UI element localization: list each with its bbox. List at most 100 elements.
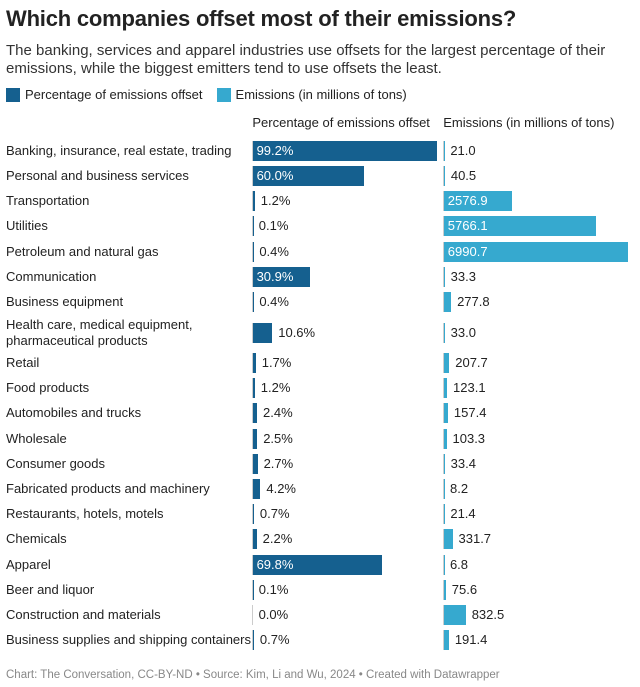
- row: Business equipment 0.4% 277.8: [6, 289, 634, 314]
- value-label: 0.7%: [259, 632, 290, 648]
- category-label: Communication: [6, 268, 97, 284]
- bar-cell: 331.7: [442, 529, 626, 550]
- bar-cell: 60.0%: [251, 165, 435, 186]
- bar: [443, 579, 446, 600]
- legend-swatch: [216, 87, 231, 102]
- value-label: 0.7%: [259, 506, 290, 522]
- column-header: Emissions (in millions of tons): [443, 115, 615, 131]
- bar-cell: 4.2%: [251, 479, 435, 500]
- rows: Banking, insurance, real estate, trading…: [6, 138, 634, 653]
- bar-cell: 2.5%: [251, 428, 435, 449]
- category-label: Apparel: [6, 556, 51, 572]
- category-label: Business supplies and shipping container…: [6, 632, 251, 648]
- bar-cell: 69.8%: [251, 554, 435, 575]
- value-label: 0.4%: [259, 293, 289, 309]
- category-label: Petroleum and natural gas: [6, 243, 159, 259]
- category-label: Consumer goods: [6, 455, 105, 471]
- bar-cell: 0.7%: [251, 504, 435, 525]
- row: Apparel 69.8% 6.8: [6, 552, 634, 577]
- row: Retail 1.7% 207.7: [6, 351, 634, 376]
- value-label: 0.4%: [259, 243, 289, 259]
- bar-cell: 191.4: [442, 630, 626, 651]
- subtitle: The banking, services and apparel indust…: [6, 42, 606, 77]
- bar-cell: 10.6%: [251, 322, 435, 343]
- value-label: 832.5: [471, 606, 505, 622]
- category-label: Banking, insurance, real estate, trading: [6, 142, 232, 158]
- bar: [252, 428, 258, 449]
- bar: [443, 604, 466, 625]
- bar: [443, 630, 449, 651]
- bar: [252, 140, 437, 161]
- bar-cell: 832.5: [442, 604, 626, 625]
- legend-label: Percentage of emissions offset: [25, 87, 203, 102]
- bar: [252, 630, 254, 651]
- bar-cell: 6990.7: [442, 241, 628, 262]
- bar: [443, 453, 445, 474]
- bar-cell: 0.4%: [251, 241, 435, 262]
- value-label: 60.0%: [256, 167, 294, 183]
- row: Communication 30.9% 33.3: [6, 264, 634, 289]
- bar: [252, 322, 273, 343]
- bar-cell: 99.2%: [251, 140, 437, 161]
- row: Food products 1.2% 123.1: [6, 376, 634, 401]
- bar-cell: 0.4%: [251, 291, 435, 312]
- legend: Percentage of emissions offset Emissions …: [6, 87, 634, 102]
- value-label: 10.6%: [278, 324, 316, 340]
- row: Automobiles and trucks 2.4% 157.4: [6, 401, 634, 426]
- value-label: 8.2: [449, 481, 469, 497]
- value-label: 33.3: [450, 268, 476, 284]
- value-label: 1.2%: [260, 193, 291, 209]
- legend-item: Emissions (in millions of tons): [216, 87, 407, 102]
- value-label: 75.6: [451, 581, 478, 597]
- row: Utilities 0.1% 5766.1: [6, 214, 634, 239]
- bar: [252, 504, 254, 525]
- value-label: 21.0: [450, 142, 476, 158]
- legend-item: Percentage of emissions offset: [6, 87, 203, 102]
- bar-cell: 5766.1: [442, 216, 626, 237]
- bar-cell: 157.4: [442, 403, 626, 424]
- bar: [252, 266, 310, 287]
- value-label: 1.2%: [260, 380, 291, 396]
- row: Restaurants, hotels, motels 0.7% 21.4: [6, 502, 634, 527]
- value-label: 5766.1: [447, 218, 488, 234]
- value-label: 207.7: [455, 355, 488, 371]
- bar: [443, 266, 445, 287]
- bar-cell: 1.2%: [251, 378, 435, 399]
- legend-swatch: [6, 87, 20, 102]
- bar: [443, 241, 628, 262]
- bar-cell: 2.4%: [251, 403, 435, 424]
- bar: [252, 291, 254, 312]
- value-label: 99.2%: [256, 142, 294, 158]
- column-header: Percentage of emissions offset: [252, 115, 430, 131]
- bar-cell: 6.8: [442, 554, 626, 575]
- bar: [443, 191, 512, 212]
- category-label: Fabricated products and machinery: [6, 481, 210, 497]
- value-label: 277.8: [457, 293, 490, 309]
- value-label: 123.1: [453, 380, 486, 396]
- bar: [443, 291, 452, 312]
- value-label: 331.7: [458, 531, 492, 547]
- row: Banking, insurance, real estate, trading…: [6, 138, 634, 163]
- bar-cell: 277.8: [442, 291, 626, 312]
- value-label: 2.2%: [262, 531, 293, 547]
- bar-cell: 0.1%: [251, 579, 435, 600]
- value-label: 2.5%: [263, 430, 293, 446]
- value-label: 30.9%: [256, 268, 294, 284]
- value-label: 157.4: [453, 405, 487, 421]
- row: Wholesale 2.5% 103.3: [6, 426, 634, 451]
- bar: [252, 554, 383, 575]
- bar-cell: 33.4: [442, 453, 626, 474]
- value-label: 0.1%: [258, 581, 289, 597]
- category-label: Personal and business services: [6, 167, 189, 183]
- legend-label: Emissions (in millions of tons): [235, 87, 407, 102]
- bar-cell: 2.2%: [251, 529, 435, 550]
- bar-cell: 30.9%: [251, 266, 435, 287]
- bar: [252, 353, 256, 374]
- row: Fabricated products and machinery 4.2% 8.2: [6, 476, 634, 501]
- category-label: Business equipment: [6, 293, 124, 309]
- bar: [443, 504, 445, 525]
- bar-cell: 33.0: [442, 322, 626, 343]
- value-label: 21.4: [450, 506, 476, 522]
- category-label: Transportation: [6, 193, 90, 209]
- bar-cell: 21.4: [442, 504, 626, 525]
